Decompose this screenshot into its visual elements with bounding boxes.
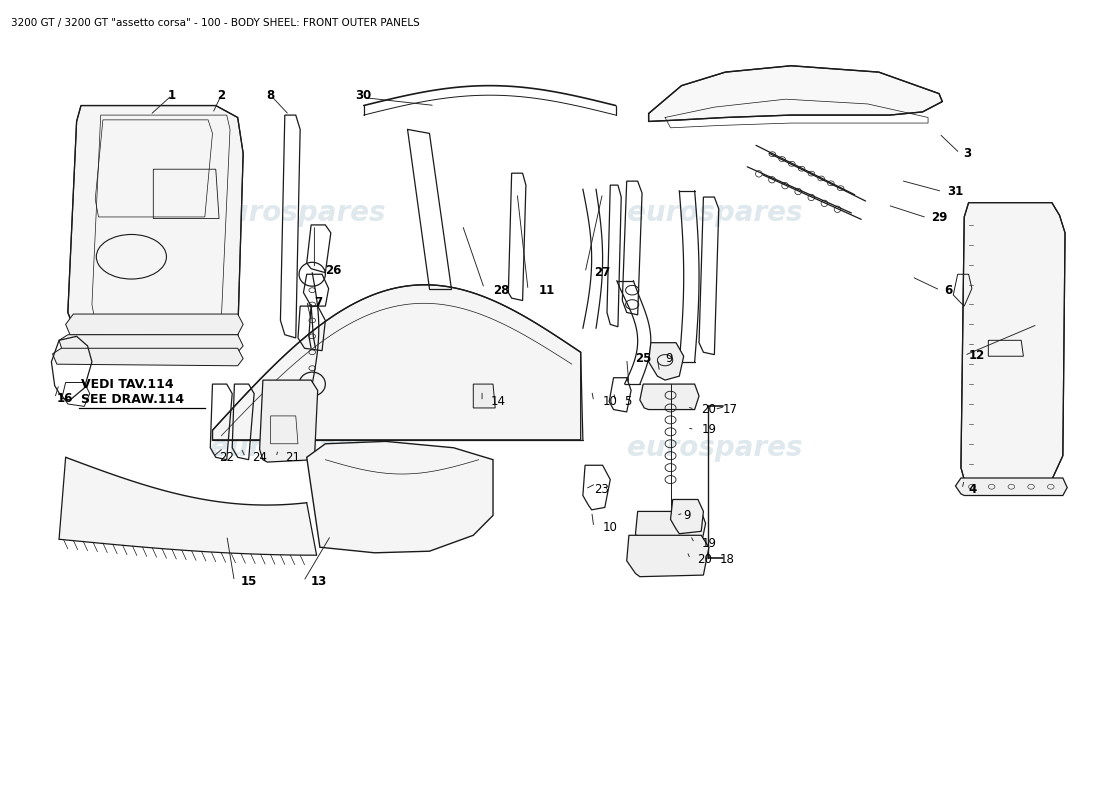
Text: eurospares: eurospares bbox=[627, 199, 802, 227]
Text: 26: 26 bbox=[326, 264, 342, 277]
Text: 30: 30 bbox=[355, 89, 372, 102]
Text: SEE DRAW.114: SEE DRAW.114 bbox=[81, 394, 184, 406]
Polygon shape bbox=[59, 334, 243, 352]
Text: 25: 25 bbox=[636, 352, 652, 365]
Polygon shape bbox=[260, 380, 318, 462]
Polygon shape bbox=[473, 384, 495, 408]
Text: 19: 19 bbox=[701, 537, 716, 550]
Text: 2: 2 bbox=[217, 89, 226, 102]
Polygon shape bbox=[956, 478, 1067, 495]
Polygon shape bbox=[307, 442, 493, 553]
Polygon shape bbox=[636, 511, 705, 545]
Text: 3: 3 bbox=[964, 146, 971, 160]
Text: 4: 4 bbox=[969, 482, 977, 496]
Text: eurospares: eurospares bbox=[210, 434, 386, 462]
Text: 5: 5 bbox=[625, 395, 631, 408]
Text: 20: 20 bbox=[701, 403, 716, 416]
Text: 9: 9 bbox=[666, 352, 672, 365]
Text: 28: 28 bbox=[493, 284, 509, 297]
Text: 12: 12 bbox=[969, 349, 984, 362]
Text: 13: 13 bbox=[311, 575, 328, 588]
Text: 18: 18 bbox=[719, 553, 735, 566]
Text: 10: 10 bbox=[603, 521, 617, 534]
Text: 14: 14 bbox=[491, 395, 506, 408]
Polygon shape bbox=[66, 314, 243, 334]
Text: 11: 11 bbox=[539, 284, 556, 297]
Polygon shape bbox=[212, 285, 583, 440]
Text: 16: 16 bbox=[57, 392, 74, 405]
Text: 27: 27 bbox=[594, 266, 610, 279]
Polygon shape bbox=[627, 535, 708, 577]
Text: VEDI TAV.114: VEDI TAV.114 bbox=[81, 378, 174, 390]
Text: 3200 GT / 3200 GT "assetto corsa" - 100 - BODY SHEEL: FRONT OUTER PANELS: 3200 GT / 3200 GT "assetto corsa" - 100 … bbox=[11, 18, 419, 28]
Text: 6: 6 bbox=[945, 284, 953, 297]
Polygon shape bbox=[671, 499, 703, 534]
Text: 31: 31 bbox=[947, 185, 962, 198]
Text: 22: 22 bbox=[219, 450, 234, 464]
Text: 21: 21 bbox=[285, 450, 300, 464]
Text: 7: 7 bbox=[315, 296, 322, 309]
Polygon shape bbox=[649, 342, 684, 380]
Text: 20: 20 bbox=[696, 553, 712, 566]
Polygon shape bbox=[640, 384, 698, 410]
Text: 24: 24 bbox=[252, 450, 267, 464]
Text: 8: 8 bbox=[266, 89, 275, 102]
Polygon shape bbox=[649, 66, 943, 122]
Text: 19: 19 bbox=[701, 423, 716, 436]
Text: eurospares: eurospares bbox=[210, 199, 386, 227]
Polygon shape bbox=[68, 106, 243, 336]
Text: 29: 29 bbox=[932, 211, 948, 224]
Text: 17: 17 bbox=[723, 403, 738, 416]
Polygon shape bbox=[53, 348, 243, 366]
Text: 1: 1 bbox=[168, 89, 176, 102]
Polygon shape bbox=[59, 458, 317, 555]
Text: 15: 15 bbox=[241, 575, 257, 588]
Text: 23: 23 bbox=[594, 482, 608, 496]
Text: 9: 9 bbox=[684, 509, 691, 522]
Text: eurospares: eurospares bbox=[627, 434, 802, 462]
Text: 10: 10 bbox=[603, 395, 617, 408]
Polygon shape bbox=[961, 202, 1065, 479]
